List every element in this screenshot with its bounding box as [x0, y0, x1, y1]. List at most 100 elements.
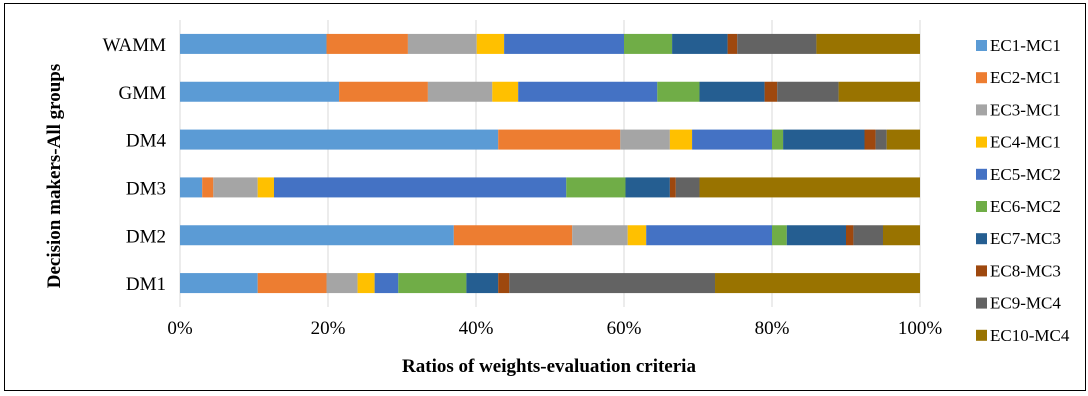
bar-segment-dm4-ec4-mc1	[669, 129, 693, 150]
legend-swatch-ec2-mc1	[976, 72, 987, 84]
bar-segment-dm4-ec1-mc1	[180, 129, 499, 150]
bar-segment-dm3-ec1-mc1	[180, 177, 203, 198]
bar-segment-gmm-ec7-mc3	[699, 81, 765, 102]
x-tick-label: 60%	[607, 318, 642, 339]
bar-segment-dm3-ec4-mc1	[257, 177, 274, 198]
y-tick-label: DM4	[126, 131, 167, 152]
y-tick-label: DM1	[126, 274, 166, 295]
bar-segment-dm1-ec6-mc2	[398, 273, 467, 294]
bar-segment-gmm-ec2-mc1	[339, 81, 428, 102]
x-tick-label: 100%	[898, 318, 943, 339]
legend-swatch-ec4-mc1	[976, 136, 987, 148]
bar-segment-dm3-ec2-mc1	[202, 177, 214, 198]
bar-segment-gmm-ec1-mc1	[180, 81, 340, 102]
bar-segment-dm4-ec6-mc2	[772, 129, 784, 150]
bar-segment-dm2-ec9-mc4	[853, 225, 883, 246]
bar-segment-dm1-ec8-mc3	[498, 273, 510, 294]
legend-label: EC5-MC2	[990, 165, 1061, 184]
bar-segment-wamm-ec1-mc1	[180, 33, 327, 54]
legend-label: EC1-MC1	[990, 36, 1061, 55]
bar-segment-dm2-ec4-mc1	[627, 225, 647, 246]
bar-segment-dm1-ec3-mc1	[326, 273, 358, 294]
bar-segment-dm1-ec5-mc2	[374, 273, 399, 294]
grid-lines	[179, 20, 921, 307]
bar-segment-gmm-ec4-mc1	[492, 81, 519, 102]
bar-segment-dm4-ec10-mc4	[886, 129, 920, 150]
bar-segment-wamm-ec6-mc2	[624, 33, 673, 54]
bar-segment-dm2-ec2-mc1	[453, 225, 573, 246]
bar-segment-dm2-ec6-mc2	[772, 225, 787, 246]
bar-segment-wamm-ec9-mc4	[737, 33, 817, 54]
bar-segment-dm3-ec10-mc4	[699, 177, 920, 198]
bar-segment-dm2-ec10-mc4	[883, 225, 920, 246]
y-tick-label: WAMM	[103, 35, 166, 56]
legend-swatch-ec6-mc2	[976, 201, 987, 212]
y-tick-label: DM3	[126, 178, 166, 199]
bar-segment-gmm-ec8-mc3	[764, 81, 778, 102]
bar-segment-gmm-ec10-mc4	[838, 81, 920, 102]
bar-segment-dm2-ec5-mc2	[646, 225, 772, 246]
legend-swatch-ec5-mc2	[976, 168, 987, 180]
x-tick-labels: 0% 20% 40% 60% 80% 100%	[167, 318, 942, 339]
legend-swatch-ec9-mc4	[976, 297, 987, 309]
bar-segment-dm2-ec7-mc3	[786, 225, 846, 246]
y-tick-label: DM2	[126, 226, 166, 247]
x-tick-label: 80%	[755, 318, 790, 339]
legend: EC1-MC1 EC2-MC1 EC3-MC1 EC4-MC1 EC5-MC2 EC6-M…	[976, 36, 1070, 345]
legend-label: EC9-MC4	[990, 294, 1061, 313]
legend-swatch-ec1-mc1	[976, 40, 987, 51]
y-tick-labels: DM1 DM2 DM3 DM4 GMM WAMM	[103, 35, 167, 295]
bar-segment-dm4-ec2-mc1	[498, 129, 621, 150]
bar-segment-wamm-ec8-mc3	[727, 33, 738, 54]
bar-segment-dm2-ec8-mc3	[846, 225, 854, 246]
bar-segment-gmm-ec9-mc4	[777, 81, 839, 102]
legend-label: EC10-MC4	[990, 326, 1070, 345]
legend-label: EC8-MC3	[990, 261, 1061, 280]
bar-segment-wamm-ec10-mc4	[816, 33, 920, 54]
bar-segment-dm4-ec9-mc4	[875, 129, 887, 150]
legend-swatch-ec3-mc1	[976, 104, 987, 116]
legend-label: EC3-MC1	[990, 100, 1061, 119]
bar-segment-dm4-ec3-mc1	[620, 129, 670, 150]
bar-segment-dm4-ec5-mc2	[692, 129, 772, 150]
bar-segment-gmm-ec3-mc1	[427, 81, 493, 102]
bar-segment-dm1-ec2-mc1	[257, 273, 327, 294]
bar-segment-dm3-ec7-mc3	[625, 177, 670, 198]
legend-label: EC7-MC3	[990, 229, 1061, 248]
legend-swatch-ec10-mc4	[976, 329, 987, 341]
y-tick-label: GMM	[118, 83, 166, 104]
x-axis-title: Ratios of weights-evaluation criteria	[402, 356, 696, 377]
bar-segment-dm4-ec8-mc3	[864, 129, 876, 150]
bar-segment-dm3-ec3-mc1	[213, 177, 258, 198]
legend-label: EC4-MC1	[990, 133, 1061, 152]
bar-segment-dm2-ec3-mc1	[572, 225, 628, 246]
bar-segment-dm1-ec4-mc1	[357, 273, 375, 294]
x-tick-label: 20%	[311, 318, 346, 339]
bar-segment-gmm-ec5-mc2	[518, 81, 658, 102]
bar-segment-dm3-ec5-mc2	[273, 177, 567, 198]
bar-segment-dm3-ec8-mc3	[669, 177, 676, 198]
bar-segment-dm3-ec6-mc2	[566, 177, 626, 198]
x-tick-label: 40%	[459, 318, 494, 339]
legend-swatch-ec8-mc3	[976, 265, 987, 277]
bar-segment-dm1-ec7-mc3	[466, 273, 499, 294]
bars-group	[180, 33, 920, 294]
bar-segment-gmm-ec6-mc2	[657, 81, 700, 102]
legend-swatch-ec7-mc3	[976, 233, 987, 245]
bar-segment-wamm-ec7-mc3	[672, 33, 728, 54]
bar-segment-wamm-ec3-mc1	[407, 33, 477, 54]
bar-segment-dm1-ec9-mc4	[509, 273, 716, 294]
x-tick-label: 0%	[167, 318, 193, 339]
bar-segment-wamm-ec4-mc1	[476, 33, 505, 54]
bar-segment-dm3-ec9-mc4	[675, 177, 700, 198]
bar-segment-dm4-ec7-mc3	[783, 129, 865, 150]
bar-segment-dm1-ec10-mc4	[715, 273, 920, 294]
bar-segment-wamm-ec5-mc2	[504, 33, 624, 54]
bar-segment-dm2-ec1-mc1	[180, 225, 454, 246]
bar-segment-dm1-ec1-mc1	[180, 273, 258, 294]
legend-label: EC6-MC2	[990, 197, 1061, 216]
legend-label: EC2-MC1	[990, 68, 1061, 87]
bar-segment-wamm-ec2-mc1	[326, 33, 408, 54]
y-axis-title: Decision makers-All groups	[44, 64, 65, 288]
